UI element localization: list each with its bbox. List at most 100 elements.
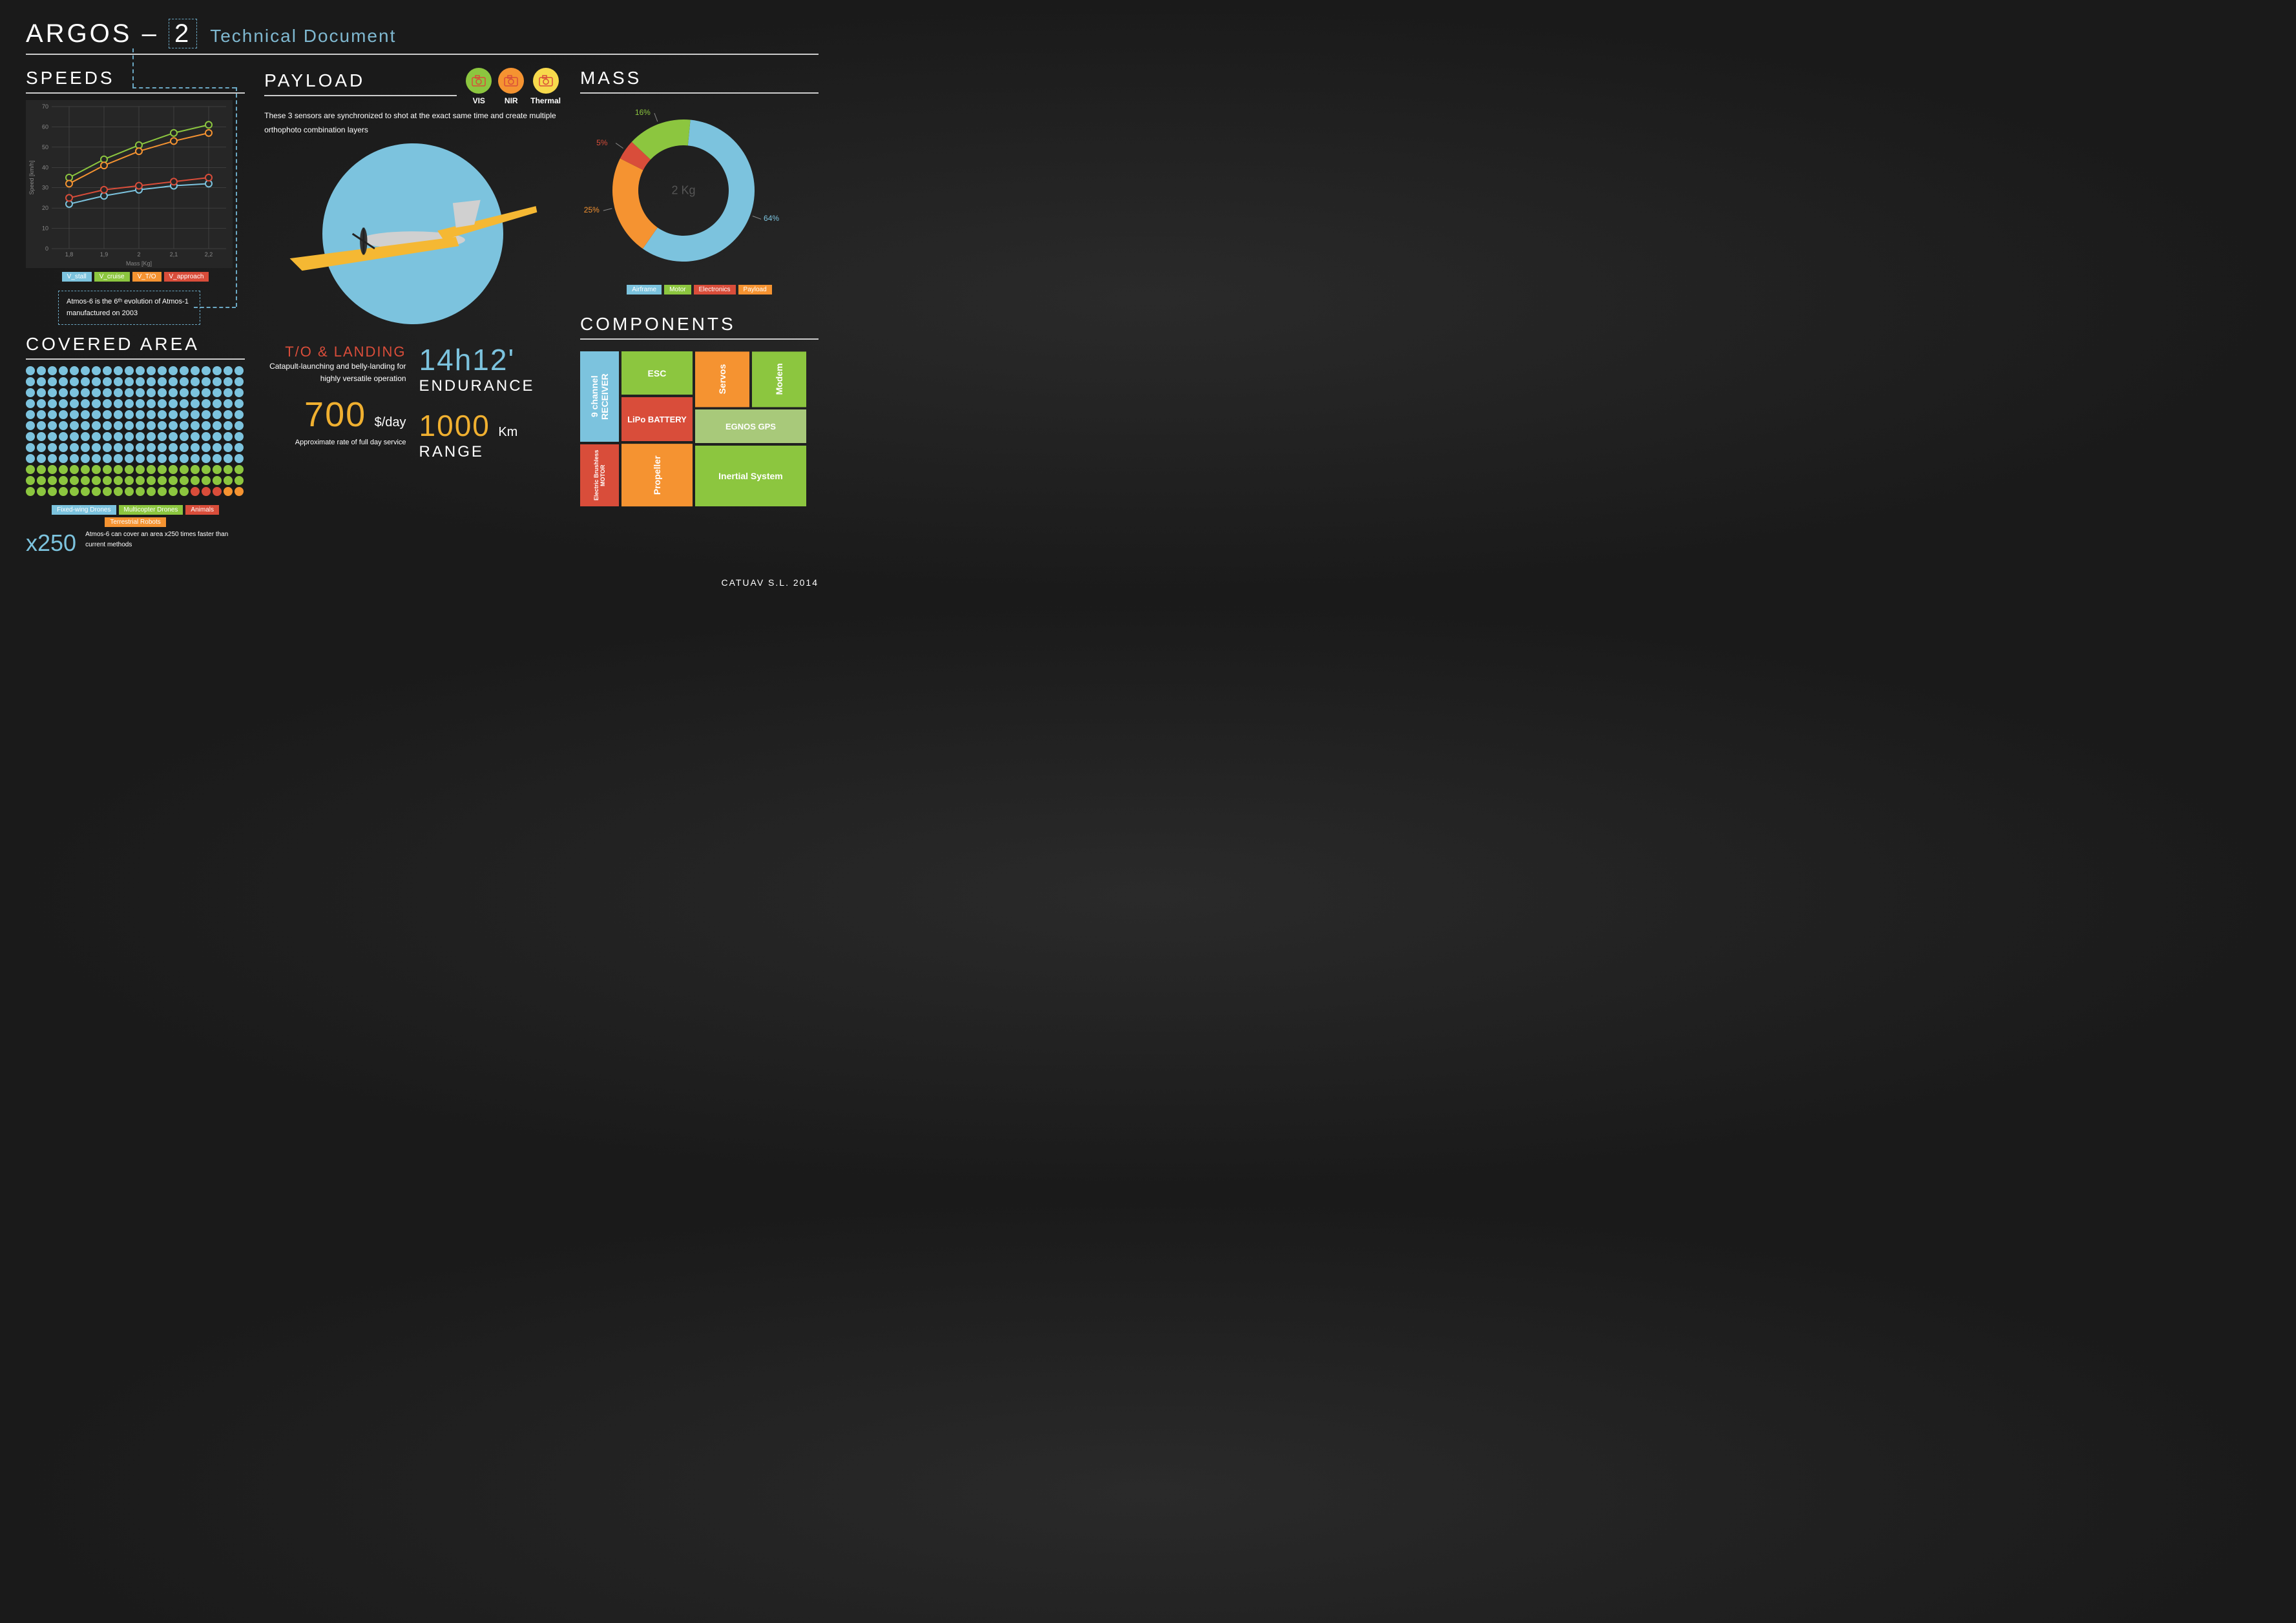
legend-pill: Terrestrial Robots — [105, 517, 165, 527]
dot — [70, 410, 79, 419]
dot — [169, 432, 178, 441]
mass-donut: 2 Kg 64%16%5%25% — [580, 100, 787, 281]
dot — [70, 487, 79, 496]
dot — [92, 454, 101, 463]
dot — [202, 366, 211, 375]
dot — [158, 366, 167, 375]
dot — [169, 366, 178, 375]
dot — [114, 465, 123, 474]
dot — [191, 465, 200, 474]
page-header: ARGOS – 2 Technical Document — [26, 19, 819, 48]
dot — [70, 377, 79, 386]
sensor-nir: NIR — [498, 68, 524, 105]
dot — [224, 388, 233, 397]
dot — [125, 388, 134, 397]
dot — [114, 399, 123, 408]
component-box: Servos — [695, 351, 749, 407]
title: ARGOS – 2 — [26, 19, 197, 48]
dot — [103, 454, 112, 463]
dot — [114, 443, 123, 452]
dot — [81, 410, 90, 419]
endurance-value: 14h12' — [419, 343, 516, 377]
component-box: EGNOS GPS — [695, 409, 806, 442]
dot — [125, 421, 134, 430]
atmos-note: Atmos-6 is the 6ᵗʰ evolution of Atmos-1 … — [58, 291, 200, 325]
svg-text:Mass [Kg]: Mass [Kg] — [126, 260, 152, 267]
dot — [26, 366, 35, 375]
dot — [37, 454, 46, 463]
dot — [125, 487, 134, 496]
payload-title: PAYLOAD — [264, 70, 457, 91]
dot — [26, 377, 35, 386]
donut-pct-label: 16% — [635, 108, 651, 117]
dot — [26, 476, 35, 485]
dot — [92, 487, 101, 496]
dot — [59, 465, 68, 474]
components-treemap: 9 channel RECEIVER Electric Brushless MO… — [580, 351, 806, 506]
dot — [235, 410, 244, 419]
dot — [180, 399, 189, 408]
dot — [70, 476, 79, 485]
legend-pill: Payload — [738, 285, 772, 295]
legend-pill: Animals — [185, 505, 219, 515]
dot — [147, 465, 156, 474]
dot — [158, 454, 167, 463]
svg-text:60: 60 — [42, 123, 48, 130]
dot — [180, 465, 189, 474]
dot — [125, 399, 134, 408]
connector-line — [194, 307, 236, 308]
dot — [37, 366, 46, 375]
plane-illustration — [284, 143, 542, 324]
dot — [37, 432, 46, 441]
dot — [26, 465, 35, 474]
dot — [92, 443, 101, 452]
legend-pill: Multicopter Drones — [119, 505, 183, 515]
endurance-label: ENDURANCE — [419, 377, 561, 395]
dot — [158, 443, 167, 452]
dot — [224, 465, 233, 474]
svg-text:10: 10 — [42, 225, 48, 232]
svg-text:1,9: 1,9 — [100, 251, 109, 258]
dot — [114, 388, 123, 397]
dot — [103, 465, 112, 474]
dot — [136, 377, 145, 386]
dot — [81, 366, 90, 375]
dot — [81, 421, 90, 430]
dot — [202, 443, 211, 452]
dot — [59, 410, 68, 419]
dot — [180, 421, 189, 430]
dot — [191, 366, 200, 375]
dot — [103, 366, 112, 375]
dot — [92, 465, 101, 474]
dot — [235, 454, 244, 463]
dot — [37, 476, 46, 485]
dot — [158, 465, 167, 474]
dot — [213, 421, 222, 430]
dot — [70, 399, 79, 408]
dot — [147, 476, 156, 485]
dot — [224, 454, 233, 463]
dot — [169, 410, 178, 419]
dot — [180, 410, 189, 419]
dot — [191, 421, 200, 430]
dot — [136, 421, 145, 430]
dot — [37, 421, 46, 430]
dot — [70, 454, 79, 463]
legend-pill: V_stall — [62, 272, 92, 282]
dot — [191, 487, 200, 496]
dot — [169, 377, 178, 386]
speeds-chart: 0102030405060701,81,922,12,2Mass [Kg]Spe… — [26, 100, 233, 268]
component-box: 9 channel RECEIVER — [580, 351, 619, 442]
dot — [147, 443, 156, 452]
dot — [37, 399, 46, 408]
dot — [224, 366, 233, 375]
dot — [213, 465, 222, 474]
dot — [92, 421, 101, 430]
subtitle: Technical Document — [210, 26, 396, 47]
dot — [235, 432, 244, 441]
dot — [147, 487, 156, 496]
dot — [81, 388, 90, 397]
dot — [81, 399, 90, 408]
dot — [235, 443, 244, 452]
dot — [26, 432, 35, 441]
